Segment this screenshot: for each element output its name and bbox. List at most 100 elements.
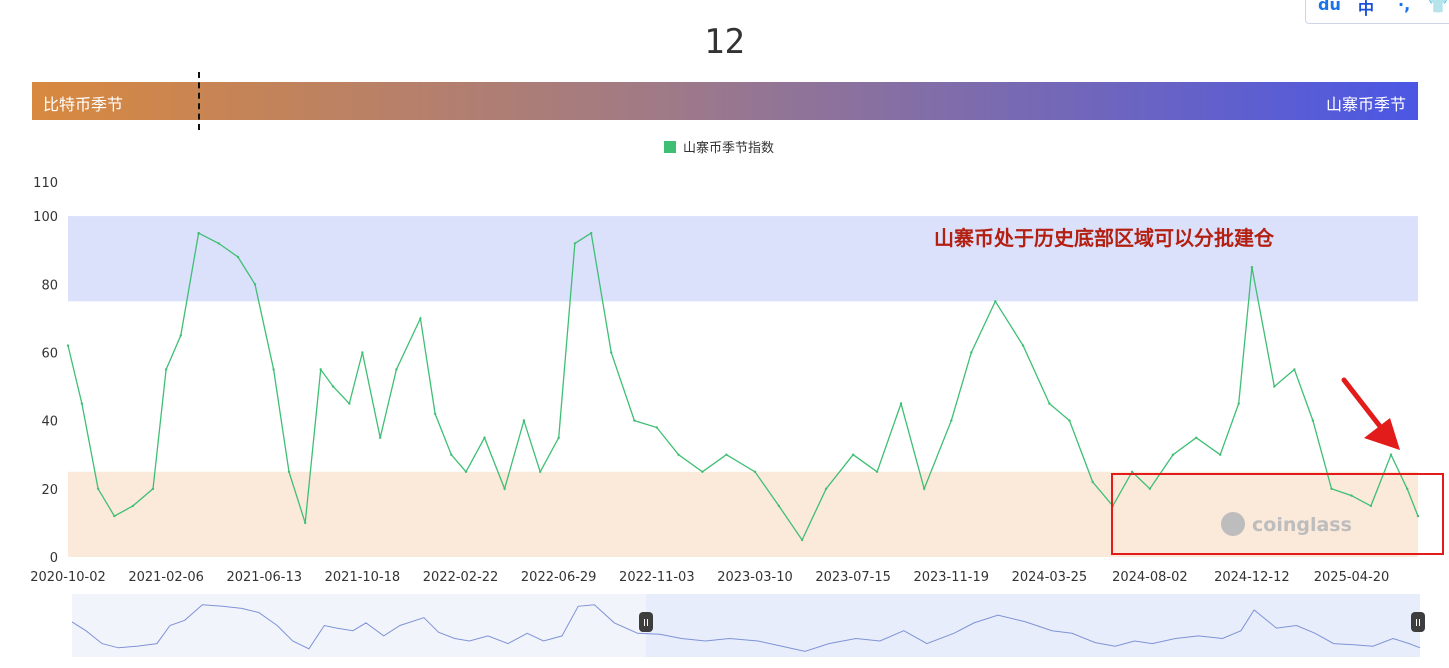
series-point	[395, 368, 398, 371]
series-point	[1171, 453, 1175, 456]
series-line	[67, 232, 1419, 542]
series-point	[1293, 368, 1296, 371]
y-tick-label: 110	[33, 176, 58, 191]
series-point	[923, 487, 926, 490]
series-point	[1311, 419, 1315, 422]
x-tick-label: 2021-06-13	[226, 570, 302, 585]
current-index-value: 12	[704, 22, 745, 62]
season-current-marker	[198, 72, 200, 130]
series-point	[590, 231, 593, 235]
series-point	[1273, 385, 1276, 388]
y-tick-label: 0	[50, 551, 58, 566]
series-point	[1021, 344, 1025, 347]
series-point	[899, 402, 903, 405]
series-point	[464, 470, 468, 473]
series-point	[677, 453, 680, 456]
series-point	[539, 470, 542, 473]
series-point	[287, 470, 291, 473]
series-point	[483, 436, 486, 439]
bitcoin-season-label: 比特币季节	[43, 95, 124, 114]
series-point	[573, 242, 577, 245]
series-point	[253, 283, 257, 286]
highlight-box	[1111, 473, 1444, 555]
y-tick-label: 80	[41, 278, 58, 293]
x-tick-label: 2021-02-06	[128, 570, 204, 585]
series-point	[701, 470, 704, 473]
zoom-slider-window[interactable]	[646, 594, 1420, 657]
series-point	[96, 487, 100, 490]
series-point	[824, 487, 828, 490]
series-point	[950, 419, 953, 422]
series-point	[725, 453, 728, 456]
series-point	[503, 487, 506, 490]
series-point	[1416, 514, 1420, 518]
series-point	[131, 504, 135, 508]
series-point	[217, 242, 220, 245]
x-tick-label: 2023-07-15	[815, 570, 891, 585]
series-point	[151, 487, 155, 490]
series-point	[1389, 453, 1393, 456]
x-tick-label: 2023-03-10	[717, 570, 793, 585]
series-point	[970, 351, 973, 354]
series-point	[66, 344, 70, 347]
series-point	[557, 436, 560, 439]
series-point	[113, 514, 116, 518]
series-point	[633, 419, 636, 422]
zoom-handle-right[interactable]	[1411, 612, 1425, 632]
x-tick-label: 2024-08-02	[1112, 570, 1188, 585]
series-point	[1237, 402, 1240, 405]
coinglass-logo-icon	[1221, 512, 1245, 536]
series-point	[1148, 487, 1152, 490]
series-point	[319, 368, 322, 371]
bitcoin-season-zone	[68, 471, 1418, 557]
series-point	[1369, 504, 1373, 508]
grip-icon: II	[1415, 618, 1421, 629]
series-point	[379, 436, 382, 439]
y-tick-label: 60	[41, 346, 58, 361]
legend-label[interactable]: 山寨币季节指数	[683, 140, 774, 156]
zoom-handle-left[interactable]	[639, 612, 653, 632]
series-point	[994, 300, 997, 303]
legend-swatch[interactable]	[664, 141, 676, 153]
du-icon[interactable]: du	[1318, 0, 1341, 14]
series-point	[753, 470, 757, 473]
y-tick-label: 20	[41, 483, 58, 498]
series-point	[164, 368, 168, 371]
series-point	[236, 255, 240, 259]
series-point	[1406, 487, 1409, 490]
browser-extension-widget[interactable]: du 中 ·, 👕	[1305, 0, 1449, 24]
x-tick-label: 2020-10-02	[30, 570, 106, 585]
skin-icon[interactable]: 👕	[1428, 0, 1448, 14]
series-point	[331, 385, 335, 388]
arrow-head-icon	[1364, 418, 1400, 450]
x-tick-label: 2021-10-18	[325, 570, 401, 585]
zoom-slider-preview-line	[71, 604, 1421, 652]
x-tick-label: 2024-12-12	[1214, 570, 1290, 585]
grip-icon: II	[643, 618, 649, 629]
y-tick-label: 100	[33, 210, 58, 225]
series-point	[1219, 453, 1222, 456]
x-tick-label: 2023-11-19	[913, 570, 989, 585]
series-point	[1250, 266, 1254, 269]
series-point	[610, 351, 613, 354]
x-tick-label: 2022-11-03	[619, 570, 695, 585]
series-point	[800, 538, 804, 542]
altcoin-season-label: 山寨币季节	[1325, 95, 1406, 114]
x-tick-label: 2024-03-25	[1012, 570, 1088, 585]
series-point	[777, 504, 781, 508]
x-tick-label: 2022-02-22	[423, 570, 499, 585]
series-point	[1048, 402, 1051, 405]
series-point	[1350, 494, 1353, 497]
series-point	[272, 368, 275, 371]
chinese-input-icon[interactable]: 中	[1358, 0, 1375, 18]
series-point	[433, 412, 437, 415]
annotation-text: 山寨币处于历史底部区域可以分批建仓	[934, 226, 1275, 250]
series-point	[1091, 480, 1094, 484]
punctuation-icon[interactable]: ·,	[1398, 0, 1411, 14]
series-point	[197, 231, 200, 235]
x-tick-label: 2025-04-20	[1314, 570, 1390, 585]
series-point	[522, 419, 526, 422]
series-point	[1130, 470, 1134, 473]
watermark-text: coinglass	[1252, 514, 1352, 536]
